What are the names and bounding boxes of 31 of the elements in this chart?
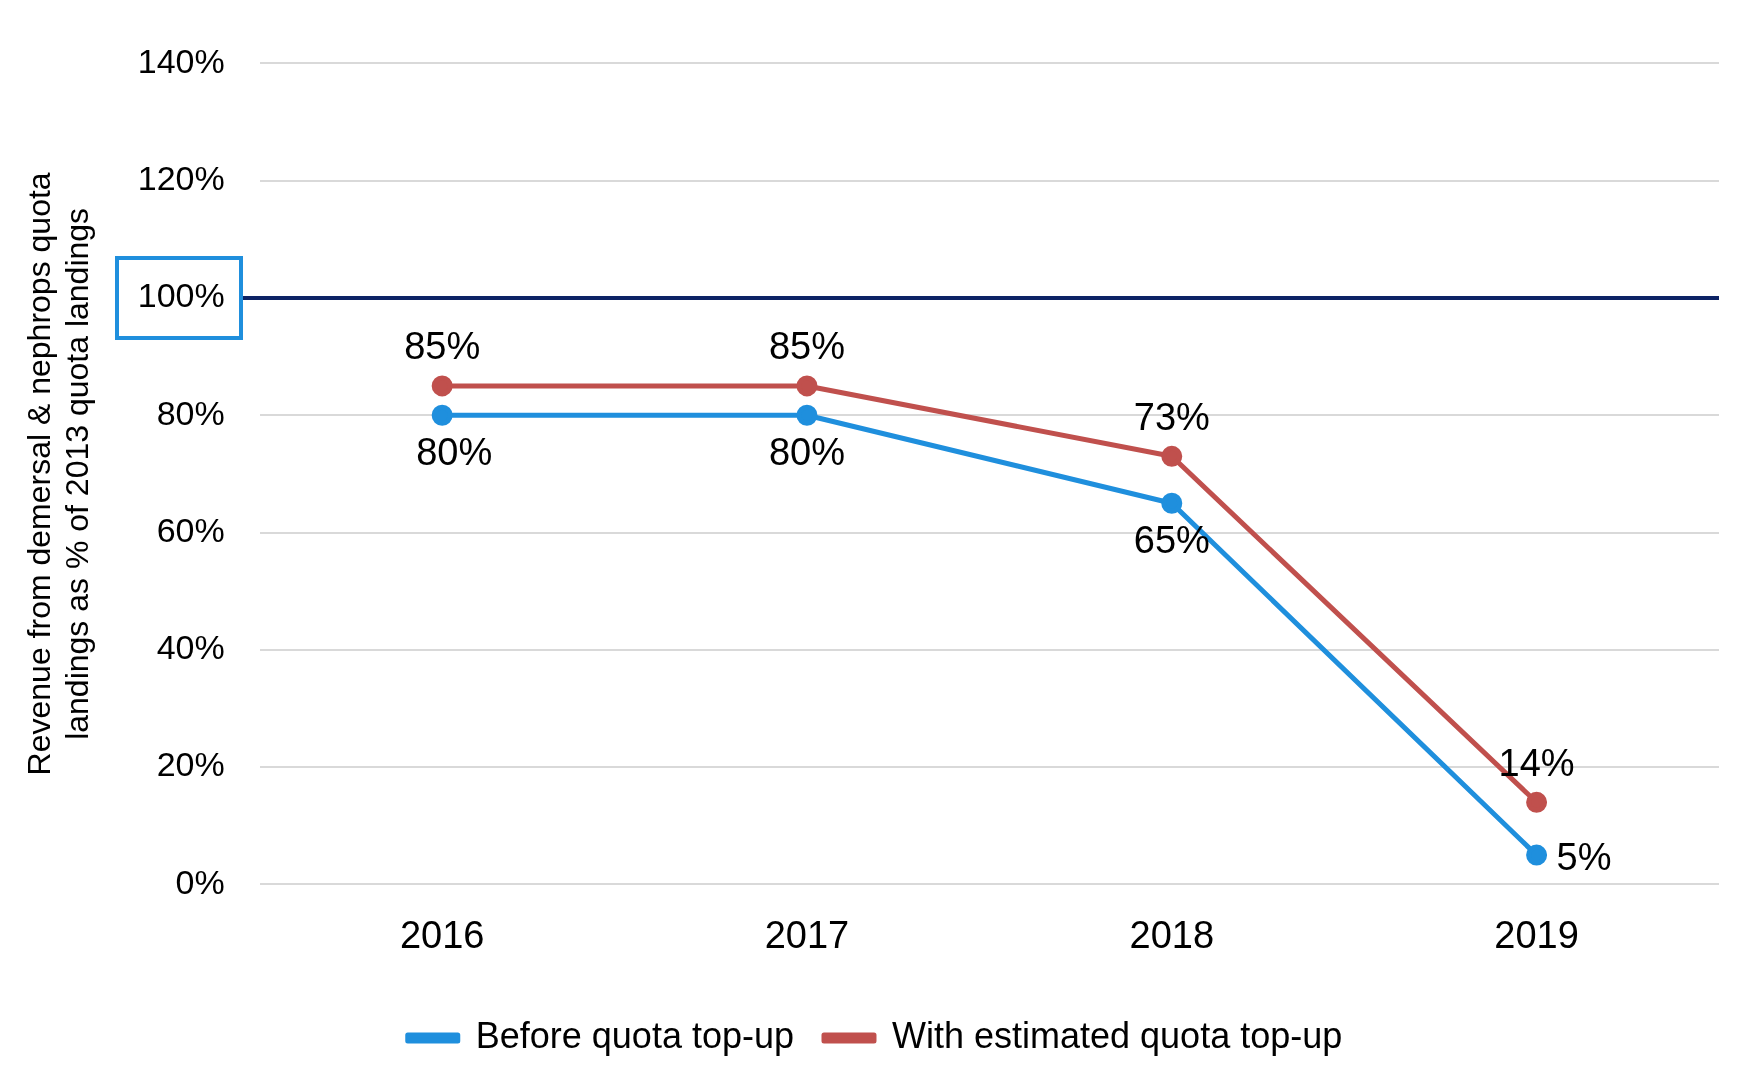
y-tick-label: 60% <box>156 510 225 549</box>
y-tick-label: 140% <box>137 41 225 80</box>
data-label: 73% <box>1133 395 1210 438</box>
y-tick-label: 80% <box>156 393 225 432</box>
data-label: 80% <box>416 430 493 473</box>
legend-label: Before quota top-up <box>475 1014 794 1056</box>
point <box>1526 844 1548 866</box>
x-tick-label: 2018 <box>1129 913 1215 956</box>
point <box>1161 445 1183 467</box>
data-label: 85% <box>404 325 481 368</box>
y-tick-label: 20% <box>156 745 225 784</box>
data-label: 65% <box>1133 518 1210 561</box>
point <box>796 375 818 397</box>
data-label: 85% <box>768 325 846 368</box>
data-label: 5% <box>1556 835 1612 878</box>
y-axis-title: Revenue from demersal & nephrops quota landings as % of 2013 quota landings <box>21 172 96 776</box>
x-tick-label: 2019 <box>1494 913 1579 956</box>
point <box>796 404 818 426</box>
x-tick-label: 2016 <box>399 913 485 956</box>
data-label: 14% <box>1498 741 1575 784</box>
data-label: 80% <box>768 430 846 473</box>
point <box>431 375 453 397</box>
y-tick-label: 40% <box>156 628 225 667</box>
y-tick-label: 120% <box>137 159 225 198</box>
legend-label: With estimated quota top-up <box>891 1014 1343 1056</box>
y-tick-label: 0% <box>175 862 225 901</box>
y-tick-label: 100% <box>137 276 225 315</box>
point <box>431 404 453 426</box>
x-tick-label: 2017 <box>764 913 850 956</box>
point <box>1161 492 1183 514</box>
point <box>1526 791 1548 813</box>
